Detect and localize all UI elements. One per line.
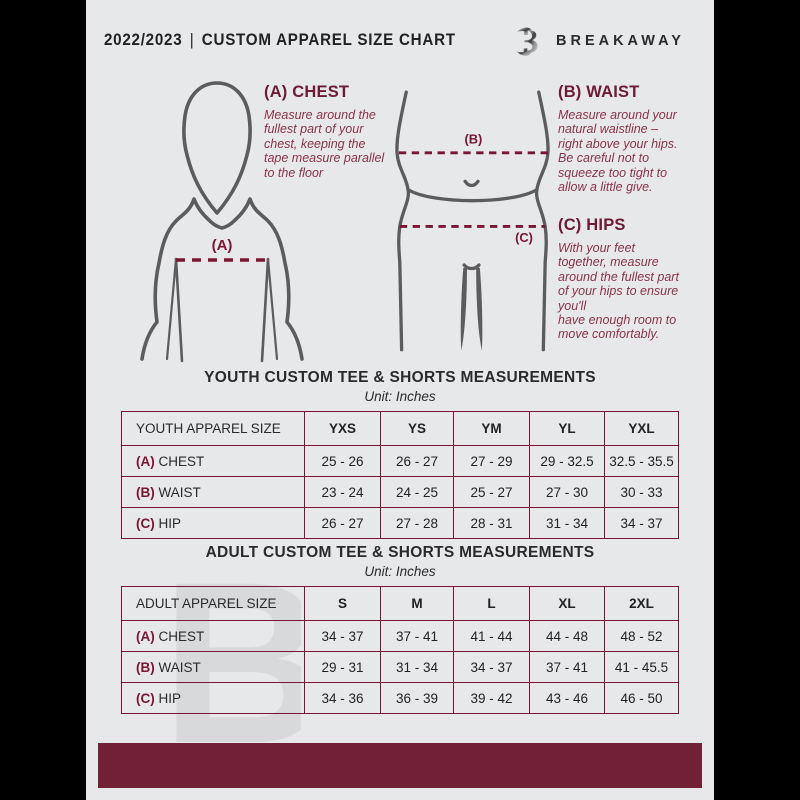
svg-text:(B): (B) — [464, 132, 482, 147]
svg-text:(A): (A) — [212, 237, 233, 254]
svg-text:(C): (C) — [515, 230, 533, 245]
